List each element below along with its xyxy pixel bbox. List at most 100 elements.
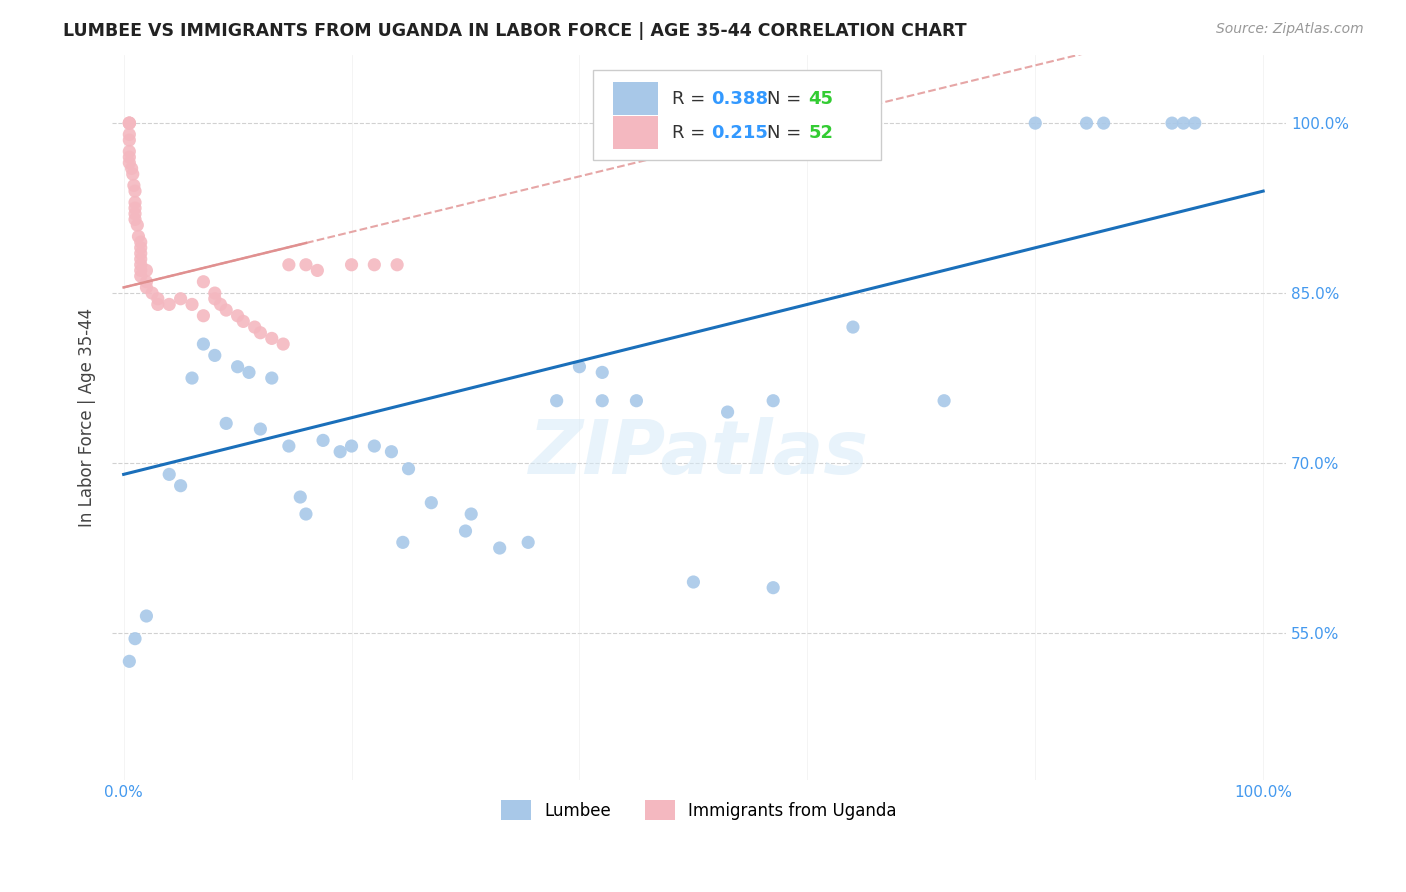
Point: [118, 116, 141, 130]
Point: [249, 326, 271, 340]
Point: [380, 444, 402, 458]
Point: [135, 275, 157, 289]
Point: [1184, 116, 1206, 130]
FancyBboxPatch shape: [593, 70, 882, 161]
Text: R =: R =: [672, 90, 711, 108]
Point: [420, 496, 443, 510]
Point: [181, 371, 204, 385]
Y-axis label: In Labor Force | Age 35-44: In Labor Force | Age 35-44: [79, 308, 96, 527]
Point: [363, 258, 385, 272]
Point: [249, 422, 271, 436]
Text: N =: N =: [768, 90, 807, 108]
Point: [243, 320, 266, 334]
Legend: Lumbee, Immigrants from Uganda: Lumbee, Immigrants from Uganda: [495, 794, 904, 826]
Point: [169, 292, 191, 306]
Point: [398, 461, 420, 475]
Point: [307, 263, 329, 277]
Text: 52: 52: [808, 124, 834, 142]
Point: [277, 439, 299, 453]
Point: [392, 535, 415, 549]
Point: [157, 297, 180, 311]
Point: [1173, 116, 1195, 130]
Point: [340, 439, 363, 453]
Point: [290, 490, 312, 504]
Point: [129, 263, 152, 277]
Point: [193, 309, 215, 323]
Point: [146, 292, 169, 306]
Point: [118, 116, 141, 130]
Point: [129, 258, 152, 272]
Point: [238, 365, 260, 379]
Point: [135, 263, 157, 277]
Point: [193, 337, 215, 351]
Point: [226, 359, 249, 374]
Point: [193, 275, 215, 289]
Point: [517, 535, 540, 549]
Point: [118, 116, 141, 130]
Point: [454, 524, 477, 538]
Point: [295, 258, 318, 272]
Point: [118, 133, 141, 147]
Point: [135, 280, 157, 294]
Text: N =: N =: [768, 124, 807, 142]
Point: [260, 331, 283, 345]
Point: [215, 303, 238, 318]
Point: [118, 145, 141, 159]
Point: [122, 178, 145, 193]
Point: [129, 241, 152, 255]
Point: [129, 246, 152, 260]
Point: [209, 297, 232, 311]
Point: [169, 479, 191, 493]
Point: [118, 155, 141, 169]
Point: [146, 297, 169, 311]
Point: [568, 359, 591, 374]
Point: [277, 258, 299, 272]
Point: [842, 320, 865, 334]
Point: [157, 467, 180, 482]
Point: [204, 286, 226, 301]
Point: [215, 417, 238, 431]
Text: ZIPatlas: ZIPatlas: [529, 417, 869, 491]
Point: [129, 269, 152, 284]
Point: [118, 128, 141, 142]
Point: [312, 434, 335, 448]
Point: [135, 609, 157, 624]
Point: [260, 371, 283, 385]
Point: [118, 150, 141, 164]
Point: [141, 286, 163, 301]
Point: [626, 393, 648, 408]
Point: [1161, 116, 1184, 130]
Point: [124, 212, 146, 227]
Point: [226, 309, 249, 323]
Point: [591, 393, 613, 408]
Point: [295, 507, 318, 521]
Text: R =: R =: [672, 124, 711, 142]
Point: [127, 229, 149, 244]
Point: [124, 184, 146, 198]
Point: [129, 252, 152, 266]
Point: [271, 337, 294, 351]
Point: [716, 405, 738, 419]
Point: [1092, 116, 1115, 130]
Point: [340, 258, 363, 272]
Point: [363, 439, 385, 453]
Point: [118, 654, 141, 668]
Point: [460, 507, 482, 521]
Text: 0.388: 0.388: [711, 90, 768, 108]
Point: [385, 258, 408, 272]
Point: [124, 207, 146, 221]
Point: [488, 541, 510, 555]
Point: [546, 393, 568, 408]
Bar: [613, 117, 658, 149]
Point: [762, 581, 785, 595]
Text: LUMBEE VS IMMIGRANTS FROM UGANDA IN LABOR FORCE | AGE 35-44 CORRELATION CHART: LUMBEE VS IMMIGRANTS FROM UGANDA IN LABO…: [63, 22, 967, 40]
Point: [762, 393, 785, 408]
Point: [124, 201, 146, 215]
Bar: [613, 82, 658, 115]
Point: [1024, 116, 1046, 130]
Text: Source: ZipAtlas.com: Source: ZipAtlas.com: [1216, 22, 1364, 37]
Point: [204, 292, 226, 306]
Point: [329, 444, 352, 458]
Point: [121, 161, 143, 176]
Point: [204, 348, 226, 362]
